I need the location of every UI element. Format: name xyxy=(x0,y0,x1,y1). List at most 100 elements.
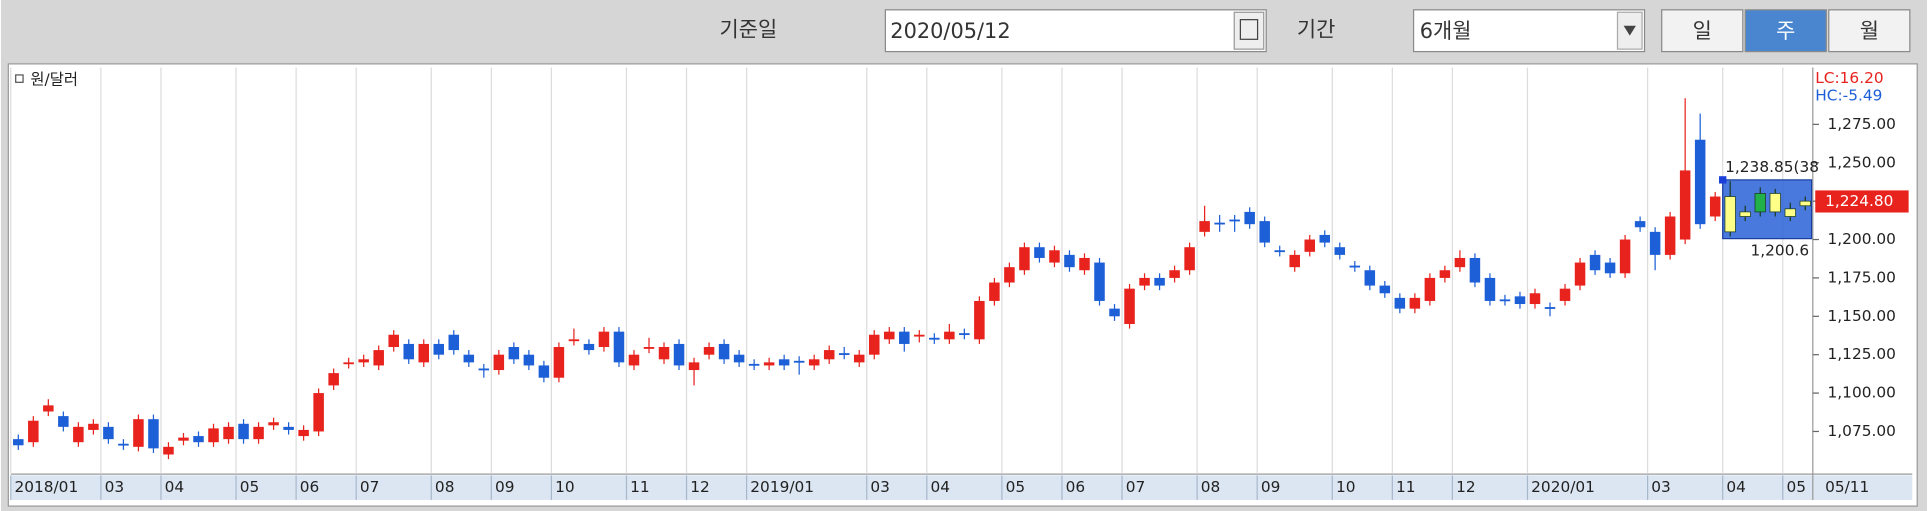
candle-body xyxy=(298,429,309,437)
period-value[interactable]: 6개월 xyxy=(1420,19,1472,43)
candle-body xyxy=(1139,277,1150,286)
candle-body xyxy=(508,347,520,360)
period-select[interactable] xyxy=(1412,9,1646,53)
x-tick-label: 05 xyxy=(1786,478,1806,496)
candle-body xyxy=(598,331,610,348)
candle-body xyxy=(568,339,580,342)
candle-body xyxy=(1049,250,1060,263)
candle-body xyxy=(58,416,69,427)
date-input[interactable] xyxy=(884,9,1267,53)
x-tick-label: 2020/01 xyxy=(1531,478,1595,496)
range-box-marker xyxy=(1719,176,1727,184)
candle-body xyxy=(343,362,354,365)
candle-body xyxy=(313,393,324,432)
candle-body xyxy=(1094,262,1105,301)
candle-body xyxy=(884,331,895,340)
candle-body xyxy=(358,359,369,363)
range-box xyxy=(1722,179,1813,240)
date-label: 기준일 xyxy=(720,18,778,42)
y-tick-label: 1,100.00 xyxy=(1828,384,1896,402)
x-tick-label: 03 xyxy=(870,478,890,496)
y-tick-label: 1,175.00 xyxy=(1828,268,1896,286)
candle-body xyxy=(1754,193,1766,213)
date-value[interactable]: 2020/05/12 xyxy=(890,19,1010,43)
range-low-label: 1,200.6 xyxy=(1751,241,1810,259)
candle-body xyxy=(1454,257,1466,268)
candle-body xyxy=(1619,239,1631,274)
x-tick-label: 2018/01 xyxy=(14,478,78,496)
candle-body xyxy=(1274,250,1285,253)
candle-body xyxy=(1724,196,1736,233)
candle-body xyxy=(1364,270,1376,286)
candle-body xyxy=(28,420,39,443)
candle-body xyxy=(914,334,925,337)
candle-body xyxy=(1304,239,1315,252)
current-price-label: 1,224.80 xyxy=(1825,192,1893,210)
candle-body xyxy=(1109,308,1120,317)
candle-body xyxy=(178,437,189,441)
x-tick-label: 05 xyxy=(240,478,260,496)
x-tick-label: 03 xyxy=(105,478,125,496)
x-axis-strip xyxy=(10,475,1913,500)
candle-body xyxy=(1004,267,1015,283)
candle-body xyxy=(628,354,640,366)
candle-body xyxy=(1784,208,1796,217)
candle-body xyxy=(148,419,159,449)
period-button-label[interactable]: 일 xyxy=(1693,19,1712,43)
candle-body xyxy=(193,436,204,443)
x-tick-label: 06 xyxy=(300,478,320,496)
candle-body xyxy=(1709,196,1721,217)
candle-body xyxy=(703,347,715,355)
candle-body xyxy=(793,360,805,363)
candle-body xyxy=(929,337,940,340)
candle-body xyxy=(373,350,384,366)
candle-body xyxy=(1559,288,1571,301)
candle-body xyxy=(1694,139,1706,225)
candle-body xyxy=(1469,257,1481,283)
calendar-button[interactable] xyxy=(1233,11,1265,50)
period-button[interactable] xyxy=(1744,9,1827,53)
candle-body xyxy=(718,343,730,360)
hc-label: HC:-5.49 xyxy=(1815,86,1882,104)
candle-body xyxy=(658,347,670,360)
legend-label: 원/달러 xyxy=(30,70,78,88)
candle-body xyxy=(748,363,760,366)
y-tick-label: 1,075.00 xyxy=(1828,422,1896,440)
candle-body xyxy=(613,331,625,363)
candle-body xyxy=(1289,254,1300,268)
candle-body xyxy=(1184,247,1195,271)
candle-body xyxy=(208,428,219,443)
candle-body xyxy=(643,347,655,349)
x-tick-label: 09 xyxy=(495,478,515,496)
x-tick-label: 11 xyxy=(630,478,650,496)
chart-frame xyxy=(7,63,1918,507)
candle-body xyxy=(88,423,99,430)
candle-body xyxy=(868,334,880,355)
candle-body xyxy=(1799,200,1811,207)
candle-body xyxy=(478,368,490,371)
x-tick-label: 10 xyxy=(1336,478,1356,496)
candle-body xyxy=(974,300,985,340)
period-button[interactable] xyxy=(1661,9,1744,53)
lc-label: LC:16.20 xyxy=(1815,69,1883,87)
candle-body xyxy=(778,359,790,366)
candle-body xyxy=(1589,254,1601,271)
candle-body xyxy=(1064,254,1075,268)
candle-body xyxy=(1544,307,1556,309)
period-button-label[interactable]: 주 xyxy=(1776,19,1795,43)
candle-body xyxy=(403,343,414,360)
candle-body xyxy=(73,426,84,443)
period-button[interactable] xyxy=(1828,9,1911,53)
candle-body xyxy=(133,419,144,447)
candle-body xyxy=(1334,247,1346,255)
y-tick-label: 1,250.00 xyxy=(1828,153,1896,171)
period-button-label[interactable]: 월 xyxy=(1860,19,1879,43)
candle-body xyxy=(1019,247,1030,271)
x-tick-label: 10 xyxy=(555,478,575,496)
x-tick-label: 11 xyxy=(1396,478,1416,496)
x-tick-label: 12 xyxy=(1456,478,1476,496)
candle-body xyxy=(433,343,445,355)
candle-body xyxy=(763,362,775,366)
candle-body xyxy=(1484,277,1496,301)
